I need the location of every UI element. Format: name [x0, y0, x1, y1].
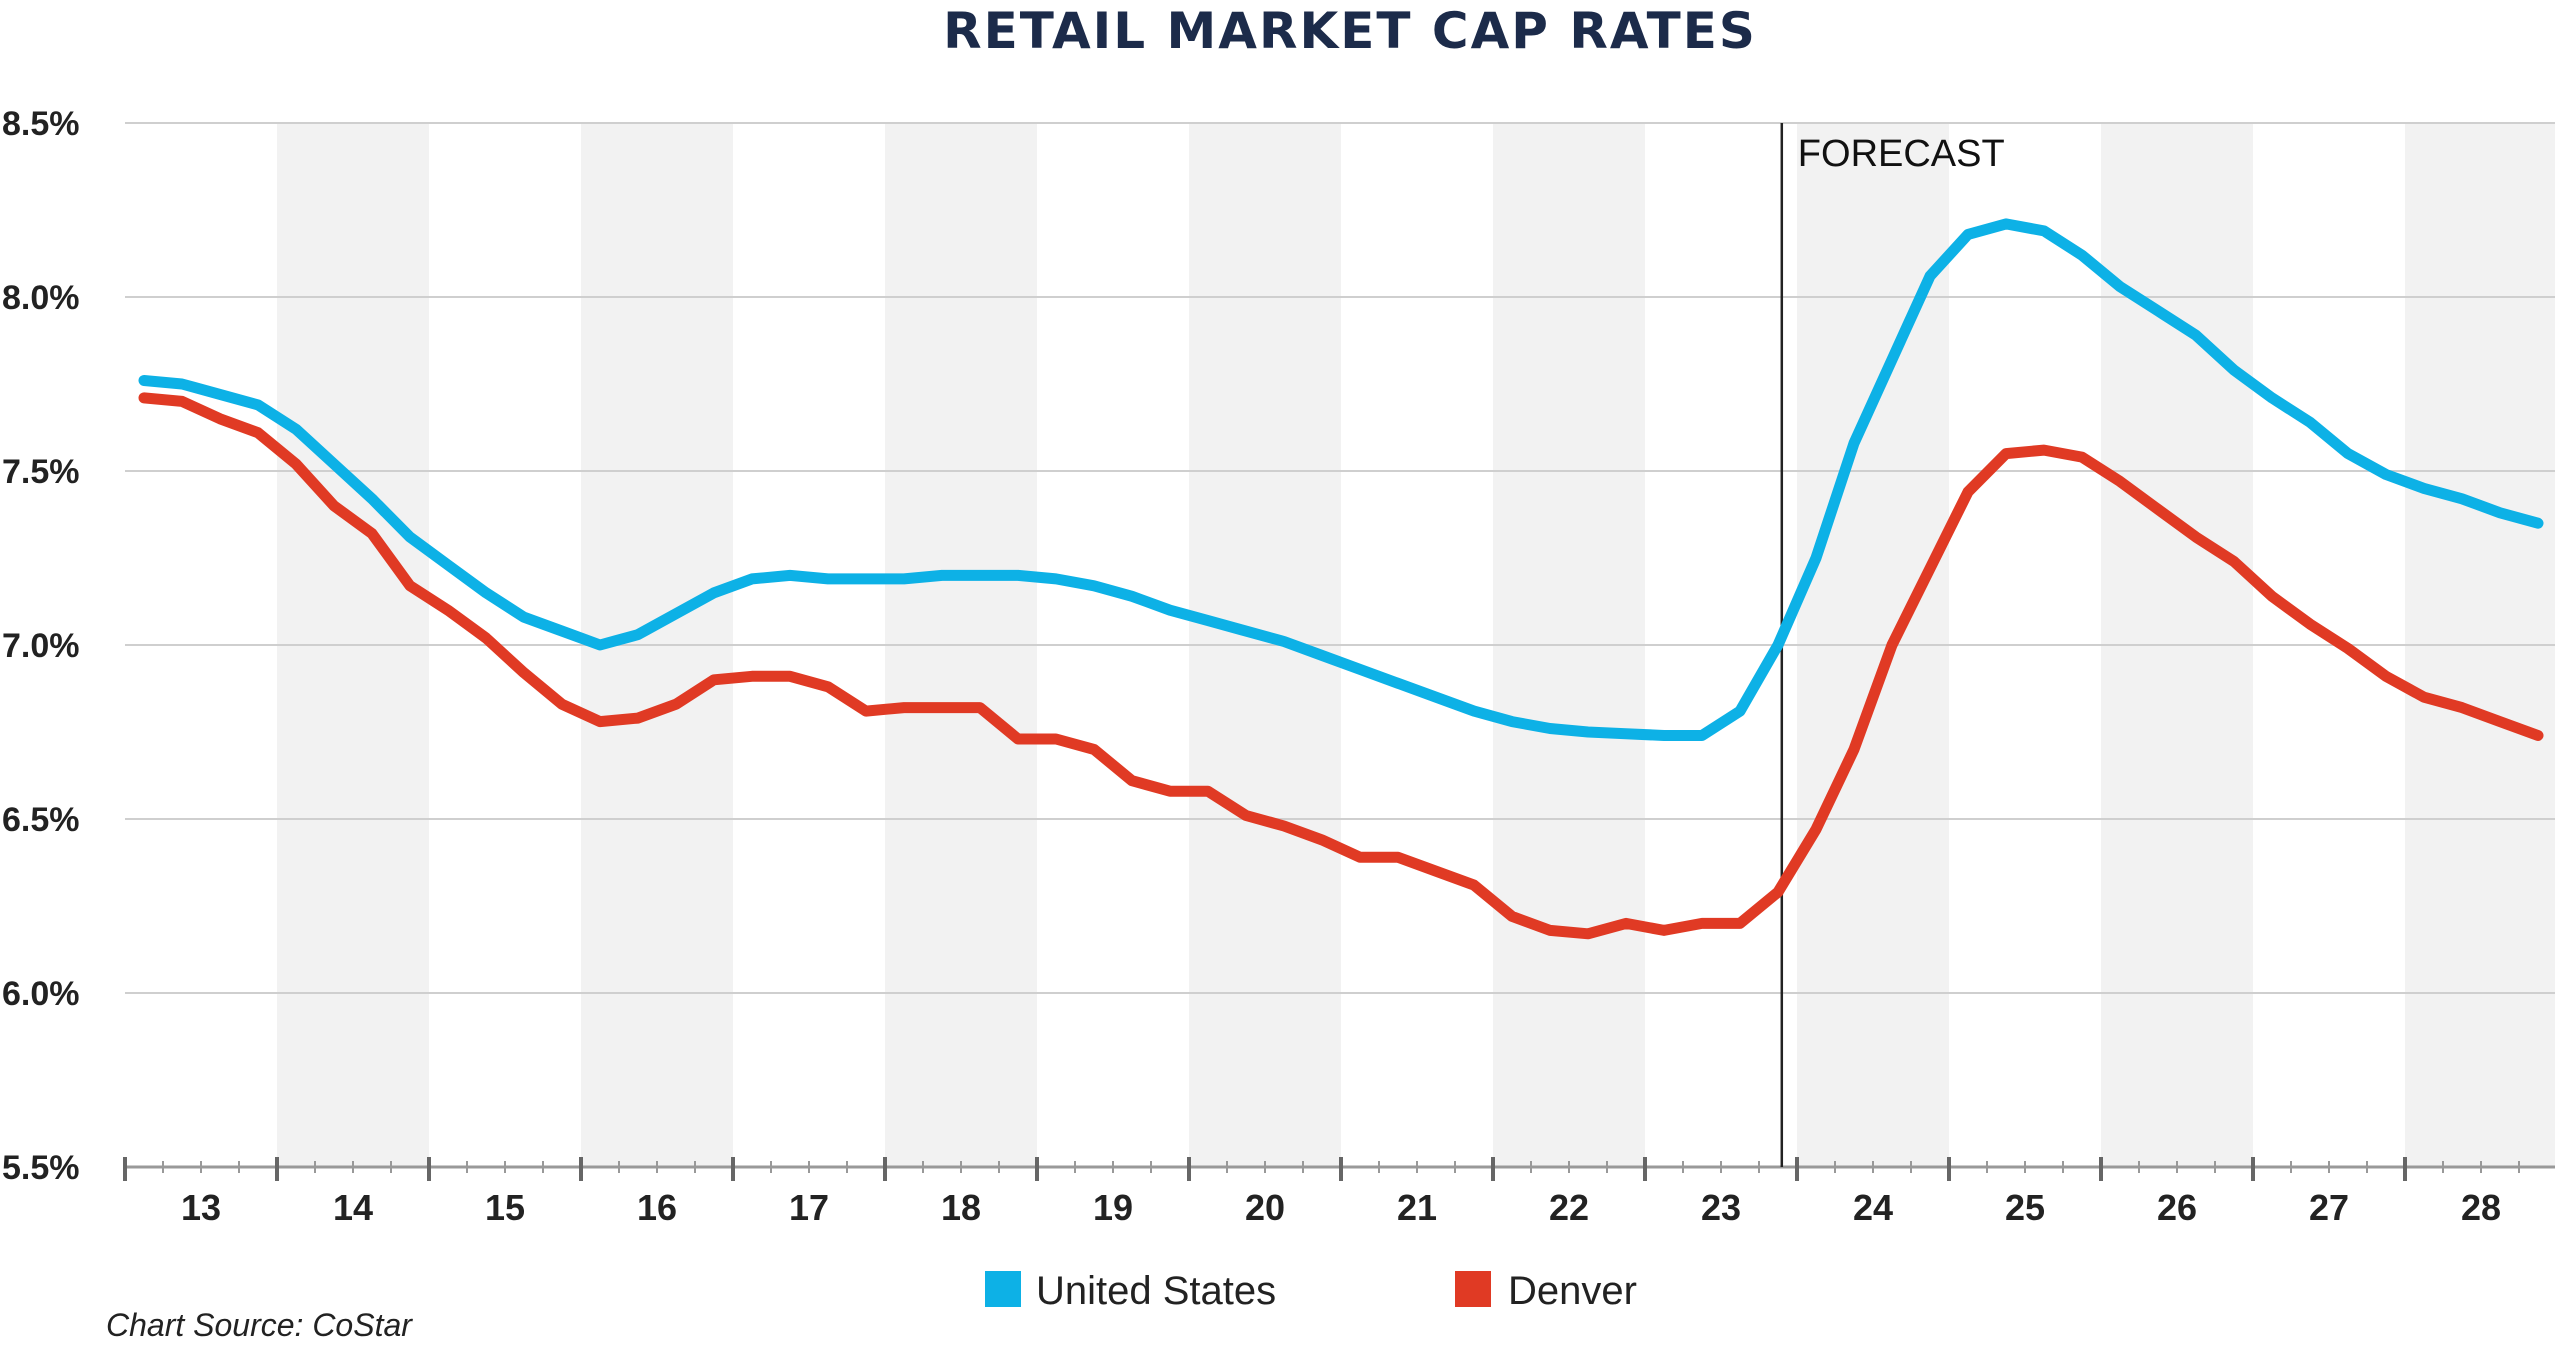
- legend-label-denver: Denver: [1508, 1269, 1637, 1313]
- x-tick-label: 18: [941, 1187, 981, 1228]
- series-line-united-states: [138, 218, 2544, 741]
- x-tick-label: 27: [2309, 1187, 2349, 1228]
- y-axis-tick-labels: 8.5% 8.0% 7.5% 7.0% 6.5% 6.0% 5.5%: [2, 105, 80, 1187]
- x-tick-label: 17: [789, 1187, 829, 1228]
- legend-swatch-united-states: [985, 1271, 1021, 1307]
- legend-label-united-states: United States: [1036, 1269, 1276, 1313]
- x-tick-label: 13: [181, 1187, 221, 1228]
- y-tick-label: 6.5%: [2, 801, 80, 839]
- x-tick-label: 26: [2157, 1187, 2197, 1228]
- forecast-label: FORECAST: [1798, 133, 2005, 175]
- series-lines: [138, 218, 2544, 940]
- x-tick-label: 25: [2005, 1187, 2045, 1228]
- legend: United States Denver: [985, 1269, 1637, 1313]
- chart-source-note: Chart Source: CoStar: [106, 1307, 413, 1343]
- x-tick-label: 22: [1549, 1187, 1589, 1228]
- x-tick-label: 20: [1245, 1187, 1285, 1228]
- x-tick-label: 14: [333, 1187, 373, 1228]
- x-axis: 13 14 15 16 17 18 19 20 21 22 23 24 25 26 27 28: [123, 1157, 2555, 1228]
- x-tick-label: 19: [1093, 1187, 1133, 1228]
- y-tick-label: 8.5%: [2, 105, 80, 143]
- y-tick-label: 7.0%: [2, 627, 80, 665]
- x-tick-label: 28: [2461, 1187, 2501, 1228]
- legend-swatch-denver: [1455, 1271, 1491, 1307]
- y-tick-label: 8.0%: [2, 279, 80, 317]
- y-tick-label: 7.5%: [2, 453, 80, 491]
- x-tick-label: 23: [1701, 1187, 1741, 1228]
- series-line-denver: [138, 392, 2544, 940]
- x-tick-label: 15: [485, 1187, 525, 1228]
- y-tick-label: 5.5%: [2, 1149, 80, 1187]
- y-tick-label: 6.0%: [2, 975, 80, 1013]
- x-tick-label: 16: [637, 1187, 677, 1228]
- x-tick-label: 21: [1397, 1187, 1437, 1228]
- x-tick-label: 24: [1853, 1187, 1893, 1228]
- chart-title: RETAIL MARKET CAP RATES: [943, 2, 1757, 60]
